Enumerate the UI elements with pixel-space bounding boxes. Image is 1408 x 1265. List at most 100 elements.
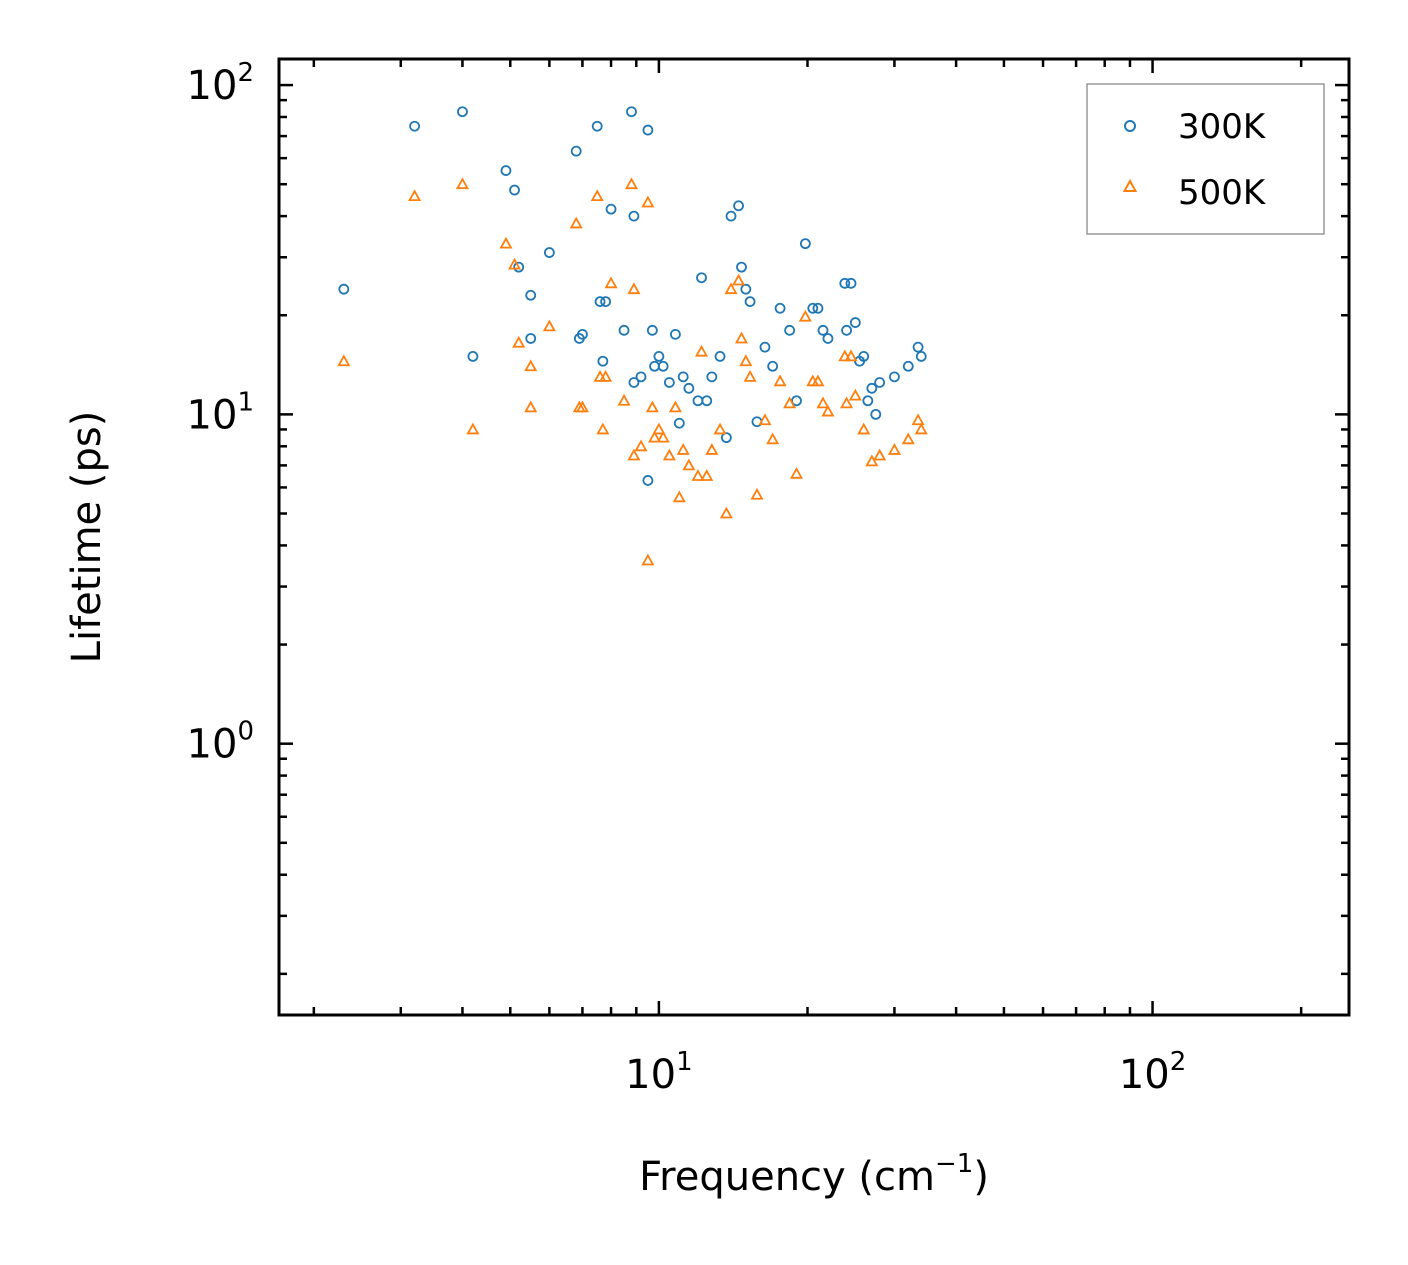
point-500K xyxy=(641,195,655,208)
point-500K xyxy=(641,553,655,566)
legend-box xyxy=(1086,83,1325,235)
point-500K xyxy=(627,282,641,295)
point-500K xyxy=(911,413,925,426)
legend-marker-500k xyxy=(1122,178,1138,192)
point-500K xyxy=(865,454,879,467)
point-500K xyxy=(634,439,648,452)
point-300K xyxy=(500,165,512,176)
point-300K xyxy=(744,296,756,308)
x-axis-label: Frequency (cm−1) xyxy=(639,1149,989,1200)
legend: 300K 500K xyxy=(1086,83,1325,235)
y-tick-label-10: 101 xyxy=(187,387,254,438)
legend-label-500k: 500K xyxy=(1178,173,1267,213)
point-500K xyxy=(694,344,709,357)
point-300K xyxy=(677,371,689,383)
point-300K xyxy=(696,272,707,284)
point-300K xyxy=(673,417,685,429)
point-500K xyxy=(789,466,804,479)
point-300K xyxy=(701,395,713,407)
point-500K xyxy=(887,443,901,455)
point-500K xyxy=(844,349,858,362)
point-500K xyxy=(668,400,682,413)
point-500K xyxy=(766,432,780,445)
point-300K xyxy=(889,371,900,383)
point-300K xyxy=(635,371,647,383)
point-300K xyxy=(605,203,617,215)
point-300K xyxy=(839,277,851,289)
point-500K xyxy=(838,349,852,362)
point-500K xyxy=(652,422,666,435)
point-500K xyxy=(739,354,753,367)
point-500K xyxy=(719,506,733,519)
point-300K xyxy=(817,324,829,336)
point-300K xyxy=(591,120,603,132)
point-300K xyxy=(618,324,630,336)
point-300K xyxy=(915,350,927,362)
point-500K xyxy=(599,370,613,382)
point-500K xyxy=(682,458,696,471)
point-300K xyxy=(706,371,718,383)
point-300K xyxy=(669,328,681,340)
point-300K xyxy=(628,377,640,388)
point-500K xyxy=(821,404,835,417)
point-300K xyxy=(725,210,737,222)
point-300K xyxy=(740,283,752,295)
point-500K xyxy=(691,469,705,481)
x-tick-label-10: 101 xyxy=(625,1047,692,1098)
point-500K xyxy=(705,443,719,455)
point-500K xyxy=(617,393,631,406)
point-300K xyxy=(663,377,675,388)
point-300K xyxy=(812,302,824,314)
point-500K xyxy=(662,448,676,461)
point-300K xyxy=(642,124,654,136)
point-500K xyxy=(645,400,659,413)
point-300K xyxy=(862,395,874,407)
point-300K xyxy=(759,341,771,353)
point-300K xyxy=(577,328,588,340)
point-300K xyxy=(870,408,882,420)
series-300K xyxy=(338,106,927,486)
point-500K xyxy=(873,448,887,461)
point-500K xyxy=(590,189,604,202)
point-500K xyxy=(783,396,797,409)
point-500K xyxy=(524,400,538,413)
point-300K xyxy=(733,200,744,212)
point-500K xyxy=(676,443,690,455)
point-300K xyxy=(525,289,537,301)
x-tick-label-100: 102 xyxy=(1119,1047,1186,1098)
point-300K xyxy=(653,350,665,362)
point-500K xyxy=(840,396,854,409)
point-300K xyxy=(657,360,669,372)
point-300K xyxy=(646,324,658,336)
point-500K xyxy=(857,422,871,435)
point-500K xyxy=(508,257,522,270)
point-500K xyxy=(648,430,662,443)
series-500K xyxy=(337,177,928,566)
point-300K xyxy=(338,283,350,295)
point-300K xyxy=(767,360,779,372)
point-300K xyxy=(513,261,525,273)
point-500K xyxy=(337,354,351,367)
point-500K xyxy=(499,236,513,249)
point-500K xyxy=(724,282,738,295)
point-300K xyxy=(409,120,421,132)
point-500K xyxy=(524,359,538,372)
point-500K xyxy=(542,319,556,332)
point-300K xyxy=(841,324,852,336)
point-300K xyxy=(543,247,555,258)
y-axis-label: Lifetime (ps) xyxy=(64,411,110,664)
point-300K xyxy=(720,432,732,444)
point-300K xyxy=(525,333,537,344)
point-500K xyxy=(624,177,639,190)
point-300K xyxy=(600,296,612,308)
point-500K xyxy=(811,374,825,387)
y-tick-label-1: 100 xyxy=(187,717,254,768)
point-500K xyxy=(656,430,670,443)
point-500K xyxy=(672,490,686,503)
point-300K xyxy=(799,238,811,250)
point-500K xyxy=(700,469,714,481)
point-500K xyxy=(455,177,469,190)
point-300K xyxy=(849,317,861,328)
point-300K xyxy=(866,382,878,394)
